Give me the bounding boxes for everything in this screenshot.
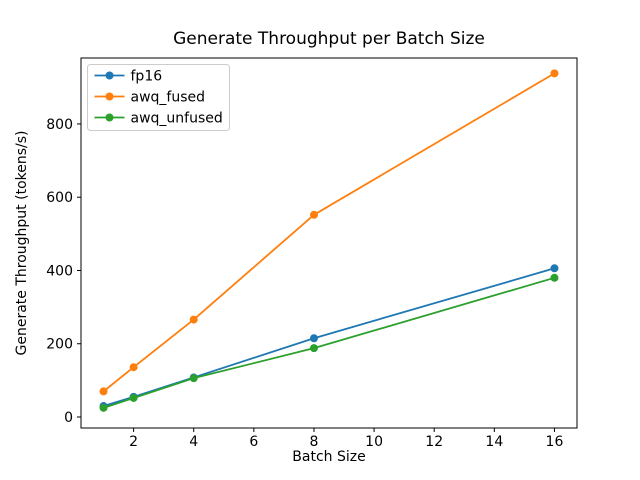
legend-sample-marker: [105, 71, 114, 80]
x-tick-label: 2: [129, 434, 138, 450]
y-tick-label: 600: [46, 190, 73, 206]
y-tick-label: 400: [46, 263, 73, 279]
series-fp16: [99, 264, 559, 411]
legend-label-awq_unfused: awq_unfused: [131, 111, 223, 127]
chart-title: Generate Throughput per Batch Size: [173, 29, 485, 49]
legend-label-awq_fused: awq_fused: [131, 90, 206, 106]
series-awq_fused: [99, 69, 559, 396]
axes-frame: [80, 57, 578, 429]
data-point-marker: [550, 273, 559, 282]
data-point-marker: [189, 374, 198, 383]
data-point-marker: [189, 315, 198, 324]
x-tick-label: 16: [546, 434, 564, 450]
data-point-marker: [550, 264, 559, 273]
series-line: [103, 276, 555, 409]
y-axis-label: Generate Throughput (tokens/s): [14, 130, 30, 356]
x-tick-label: 8: [310, 434, 319, 450]
data-point-marker: [309, 334, 318, 343]
series-awq_unfused: [99, 273, 559, 412]
x-tick-label: 12: [425, 434, 443, 450]
legend-label-fp16: fp16: [131, 69, 163, 85]
data-point-marker: [129, 393, 138, 402]
x-axis-label: Batch Size: [292, 449, 366, 465]
data-point-marker: [309, 210, 318, 219]
legend: fp16 awq_fused awq_unfused: [87, 64, 230, 131]
data-point-marker: [550, 69, 559, 78]
legend-sample-marker: [105, 113, 114, 122]
y-tick-label: 0: [64, 410, 73, 426]
legend-sample-marker: [105, 92, 114, 101]
data-point-marker: [309, 344, 318, 353]
data-point-marker: [129, 363, 138, 372]
x-tick-label: 10: [365, 434, 383, 450]
y-tick-label: 200: [46, 337, 73, 353]
data-point-marker: [99, 387, 108, 396]
x-tick-label: 6: [249, 434, 258, 450]
data-point-marker: [99, 403, 108, 412]
y-tick-label: 800: [46, 117, 73, 133]
x-tick-label: 14: [485, 434, 503, 450]
legend-box: [87, 64, 230, 131]
x-tick-label: 4: [189, 434, 198, 450]
